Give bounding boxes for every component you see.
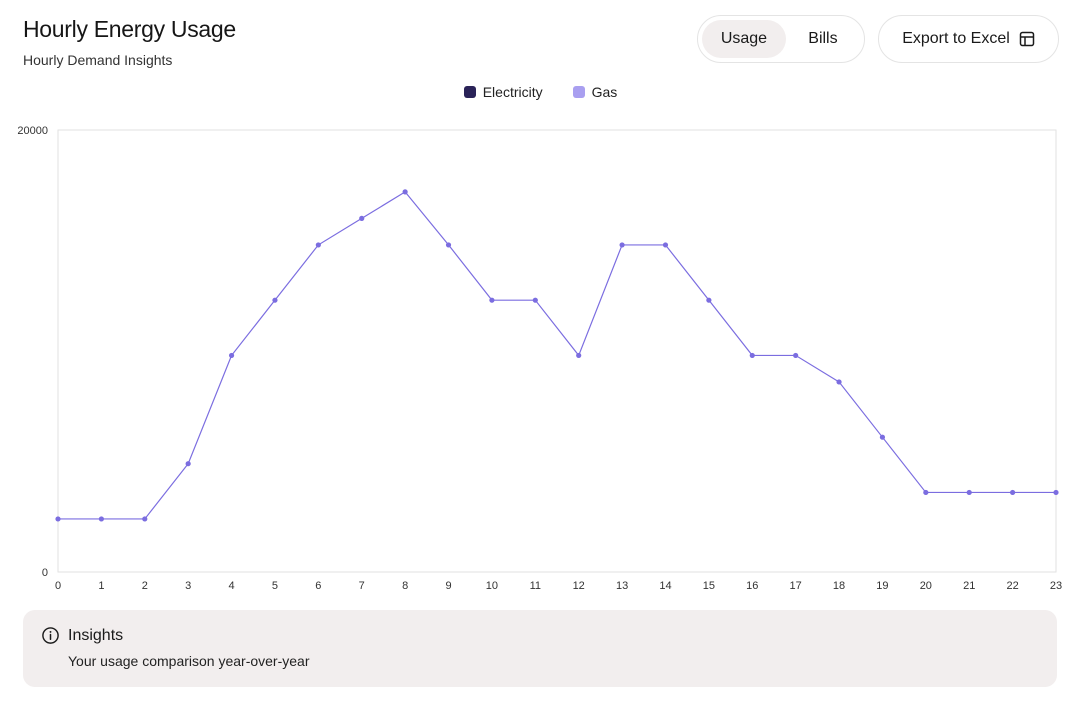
x-tick-label: 18 [833, 580, 845, 592]
x-tick-label: 23 [1050, 580, 1062, 592]
data-point [662, 242, 669, 248]
x-tick-label: 14 [659, 580, 671, 592]
data-point [228, 352, 235, 359]
data-point [272, 297, 278, 303]
x-tick-label: 11 [530, 580, 541, 592]
data-point [445, 242, 452, 248]
x-tick-label: 5 [272, 580, 278, 592]
data-point [1053, 489, 1059, 496]
data-point [532, 297, 538, 303]
x-tick-label: 19 [876, 580, 888, 592]
series-line-gas [58, 191, 1056, 520]
legend-swatch-electricity [463, 86, 476, 98]
x-tick-label: 17 [790, 580, 802, 592]
x-tick-label: 7 [359, 580, 365, 592]
x-tick-label: 4 [229, 580, 235, 592]
data-point [55, 516, 61, 522]
data-point [98, 516, 104, 522]
x-tick-label: 3 [185, 580, 191, 592]
data-point [836, 379, 842, 385]
chart-header: Hourly Energy Usage Hourly Demand Insigh… [23, 16, 236, 68]
x-tick-label: 12 [573, 580, 585, 592]
x-tick-label: 21 [963, 580, 975, 592]
export-label: Export to Excel [902, 30, 1010, 47]
info-icon [42, 627, 59, 644]
data-point [706, 297, 712, 303]
data-point [1010, 489, 1016, 496]
view-toggle: Usage Bills [697, 15, 865, 63]
plot-area [57, 129, 1057, 573]
y-tick-label: 20000 [17, 125, 48, 137]
x-tick-label: 20 [920, 580, 932, 592]
usage-tab[interactable]: Usage [702, 20, 786, 58]
data-point [749, 352, 755, 359]
x-tick-label: 0 [55, 580, 61, 592]
data-point [793, 352, 799, 359]
x-tick-label: 1 [98, 580, 104, 592]
data-point [142, 516, 148, 522]
insights-title: Insights [68, 626, 124, 644]
legend-label-gas: Gas [591, 84, 618, 100]
x-tick-label: 10 [486, 580, 498, 592]
data-point [879, 434, 886, 440]
insights-panel: Insights Your usage comparison year-over… [23, 610, 1057, 687]
x-tick-label: 9 [445, 580, 451, 592]
insights-text: Your usage comparison year-over-year [68, 653, 310, 669]
table-icon [1019, 31, 1035, 47]
data-point [489, 297, 495, 303]
x-tick-label: 15 [703, 580, 715, 592]
y-tick-label: 0 [42, 567, 48, 579]
export-to-excel-button[interactable]: Export to Excel [878, 15, 1059, 63]
x-tick-label: 8 [402, 580, 408, 592]
page-title: Hourly Energy Usage [23, 16, 236, 42]
x-tick-label: 16 [746, 580, 758, 592]
x-tick-label: 22 [1006, 580, 1018, 592]
page-subtitle: Hourly Demand Insights [23, 52, 173, 68]
data-point [966, 489, 972, 496]
chart-legend: Electricity Gas [0, 84, 1081, 100]
x-tick-label: 6 [315, 580, 321, 592]
legend-item-electricity[interactable]: Electricity [463, 84, 543, 100]
data-point [619, 242, 625, 248]
data-point [923, 489, 929, 496]
data-point [576, 352, 582, 359]
data-point [359, 215, 365, 221]
legend-item-gas[interactable]: Gas [572, 84, 618, 100]
bills-tab[interactable]: Bills [808, 30, 838, 47]
data-point [185, 461, 191, 467]
x-tick-label: 2 [142, 580, 148, 592]
legend-label-electricity: Electricity [482, 84, 543, 100]
data-point [315, 242, 321, 248]
data-point [402, 189, 408, 195]
x-tick-label: 13 [616, 580, 628, 592]
legend-swatch-gas [572, 86, 585, 98]
